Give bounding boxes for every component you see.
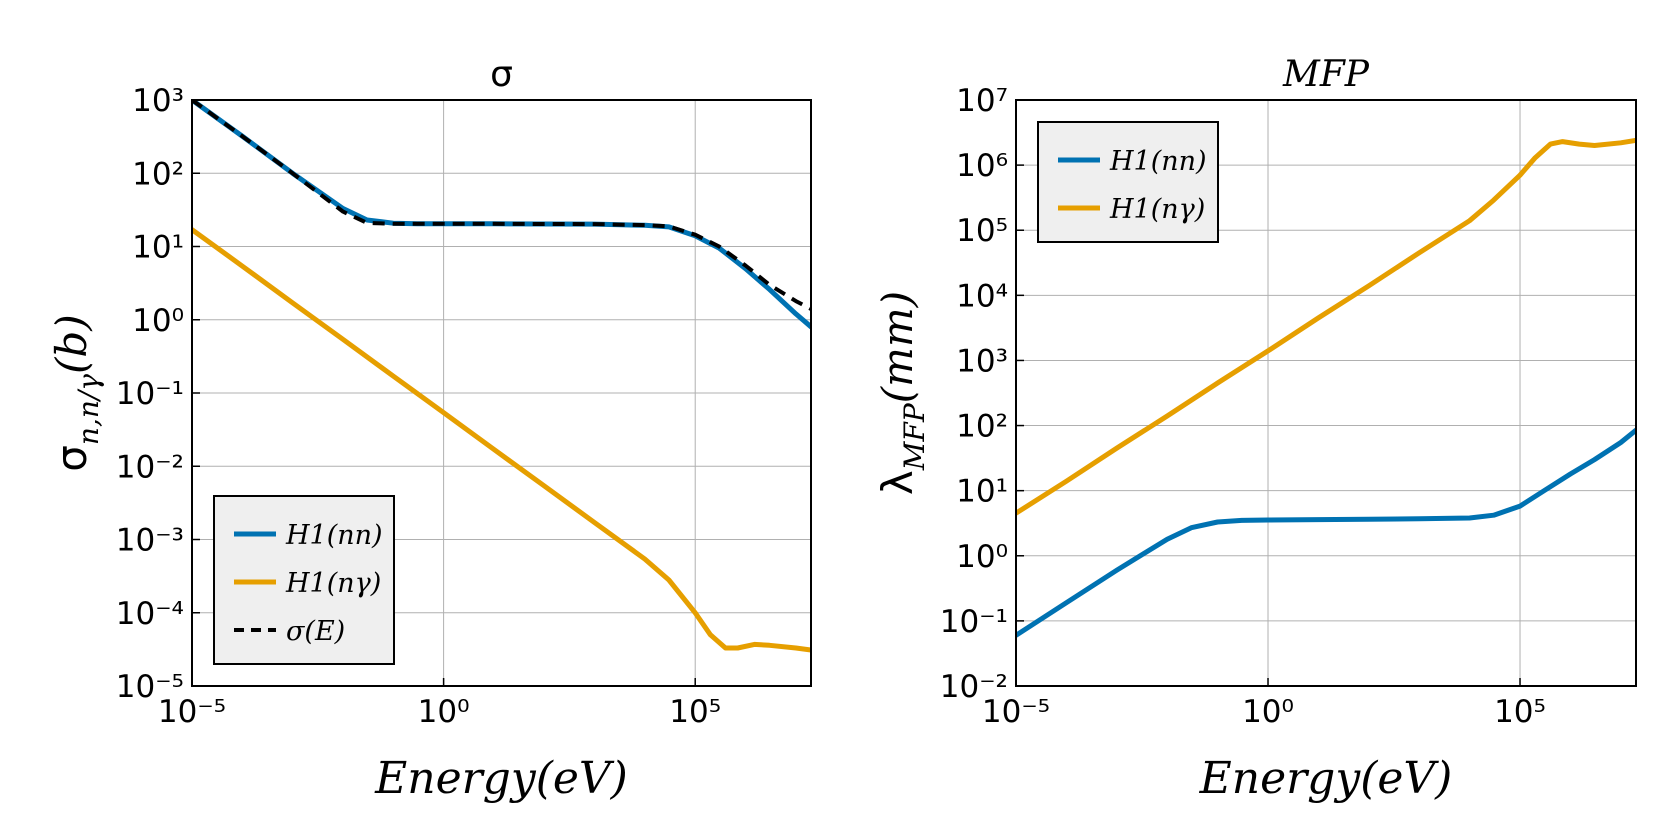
x-tick-label: 10⁻⁵ xyxy=(158,694,226,730)
series-line-1 xyxy=(192,100,811,330)
y-axis-label-base: σ xyxy=(47,445,96,472)
y-axis-label-sub: MFP xyxy=(898,402,931,471)
y-tick-label: 10⁻⁵ xyxy=(116,669,184,705)
y-tick-label: 10⁻³ xyxy=(116,523,184,559)
x-tick-label: 10⁵ xyxy=(1494,694,1546,730)
x-tick-label: 10⁻⁵ xyxy=(982,694,1050,730)
y-tick-label: 10¹ xyxy=(956,474,1008,510)
y-axis-label: λMFP(mm) xyxy=(873,291,931,495)
legend-label-3: σ(E) xyxy=(286,616,345,647)
legend: H1(nn) H1(nγ) σ(E) xyxy=(213,495,395,665)
legend-label-1: H1(nn) xyxy=(285,520,383,551)
x-axis-label: Energy(eV) xyxy=(1199,753,1453,804)
x-tick-label: 10⁰ xyxy=(1242,694,1294,730)
x-tick-label: 10⁵ xyxy=(669,694,721,730)
y-tick-label: 10⁻¹ xyxy=(116,376,184,412)
y-tick-label: 10³ xyxy=(956,343,1008,379)
y-tick-label: 10¹ xyxy=(132,230,184,266)
y-tick-label: 10⁷ xyxy=(956,83,1008,119)
series-line-2 xyxy=(192,227,811,653)
legend-label-2: H1(nγ) xyxy=(285,568,381,599)
y-tick-label: 10⁵ xyxy=(956,213,1008,249)
series-line-1 xyxy=(1016,427,1636,638)
chart-title: σ xyxy=(490,54,513,95)
y-tick-label: 10⁻² xyxy=(940,669,1008,705)
legend-label-1: H1(nn) xyxy=(1109,146,1207,177)
chart-panel-1: 10⁻⁵ 10⁰ 10⁵ 10⁻⁵ 10⁻⁴ 10⁻³ 10⁻² 10⁻¹ 10⁰ 10¹ 10² 1… xyxy=(47,54,812,804)
y-tick-label: 10⁶ xyxy=(956,148,1008,184)
y-tick-label: 10⁻² xyxy=(116,449,184,485)
y-tick-label: 10² xyxy=(956,409,1008,445)
legend-box xyxy=(1037,121,1219,243)
x-axis-label: Energy(eV) xyxy=(374,753,628,804)
chart-panel-2: 10⁻⁵ 10⁰ 10⁵ 10⁻² 10⁻¹ 10⁰ 10¹ 10² 10³ 10⁴ 10⁵ 10⁶ 1… xyxy=(873,54,1637,804)
y-axis-label-sub: n,n/γ xyxy=(72,374,105,445)
y-tick-label: 10³ xyxy=(132,83,184,119)
y-tick-label: 10⁴ xyxy=(956,278,1008,314)
y-tick-label: 10⁻¹ xyxy=(940,604,1008,640)
y-tick-label: 10² xyxy=(132,156,184,192)
y-axis-label: σn,n/γ(b) xyxy=(47,314,105,471)
y-axis-label-unit: (mm) xyxy=(873,291,922,403)
series-line-2 xyxy=(1016,137,1636,516)
y-axis-label-unit: (b) xyxy=(47,314,96,374)
y-tick-label: 10⁰ xyxy=(956,539,1008,575)
legend-label-2: H1(nγ) xyxy=(1109,194,1205,225)
plot-frame xyxy=(1015,99,1637,687)
legend: H1(nn) H1(nγ) xyxy=(1037,121,1219,243)
y-tick-label: 10⁰ xyxy=(132,303,184,339)
y-tick-label: 10⁻⁴ xyxy=(116,596,184,632)
x-tick-label: 10⁰ xyxy=(418,694,470,730)
series-line-3 xyxy=(192,100,811,311)
chart-title: MFP xyxy=(1282,54,1370,95)
y-axis-label-base: λ xyxy=(873,470,922,495)
